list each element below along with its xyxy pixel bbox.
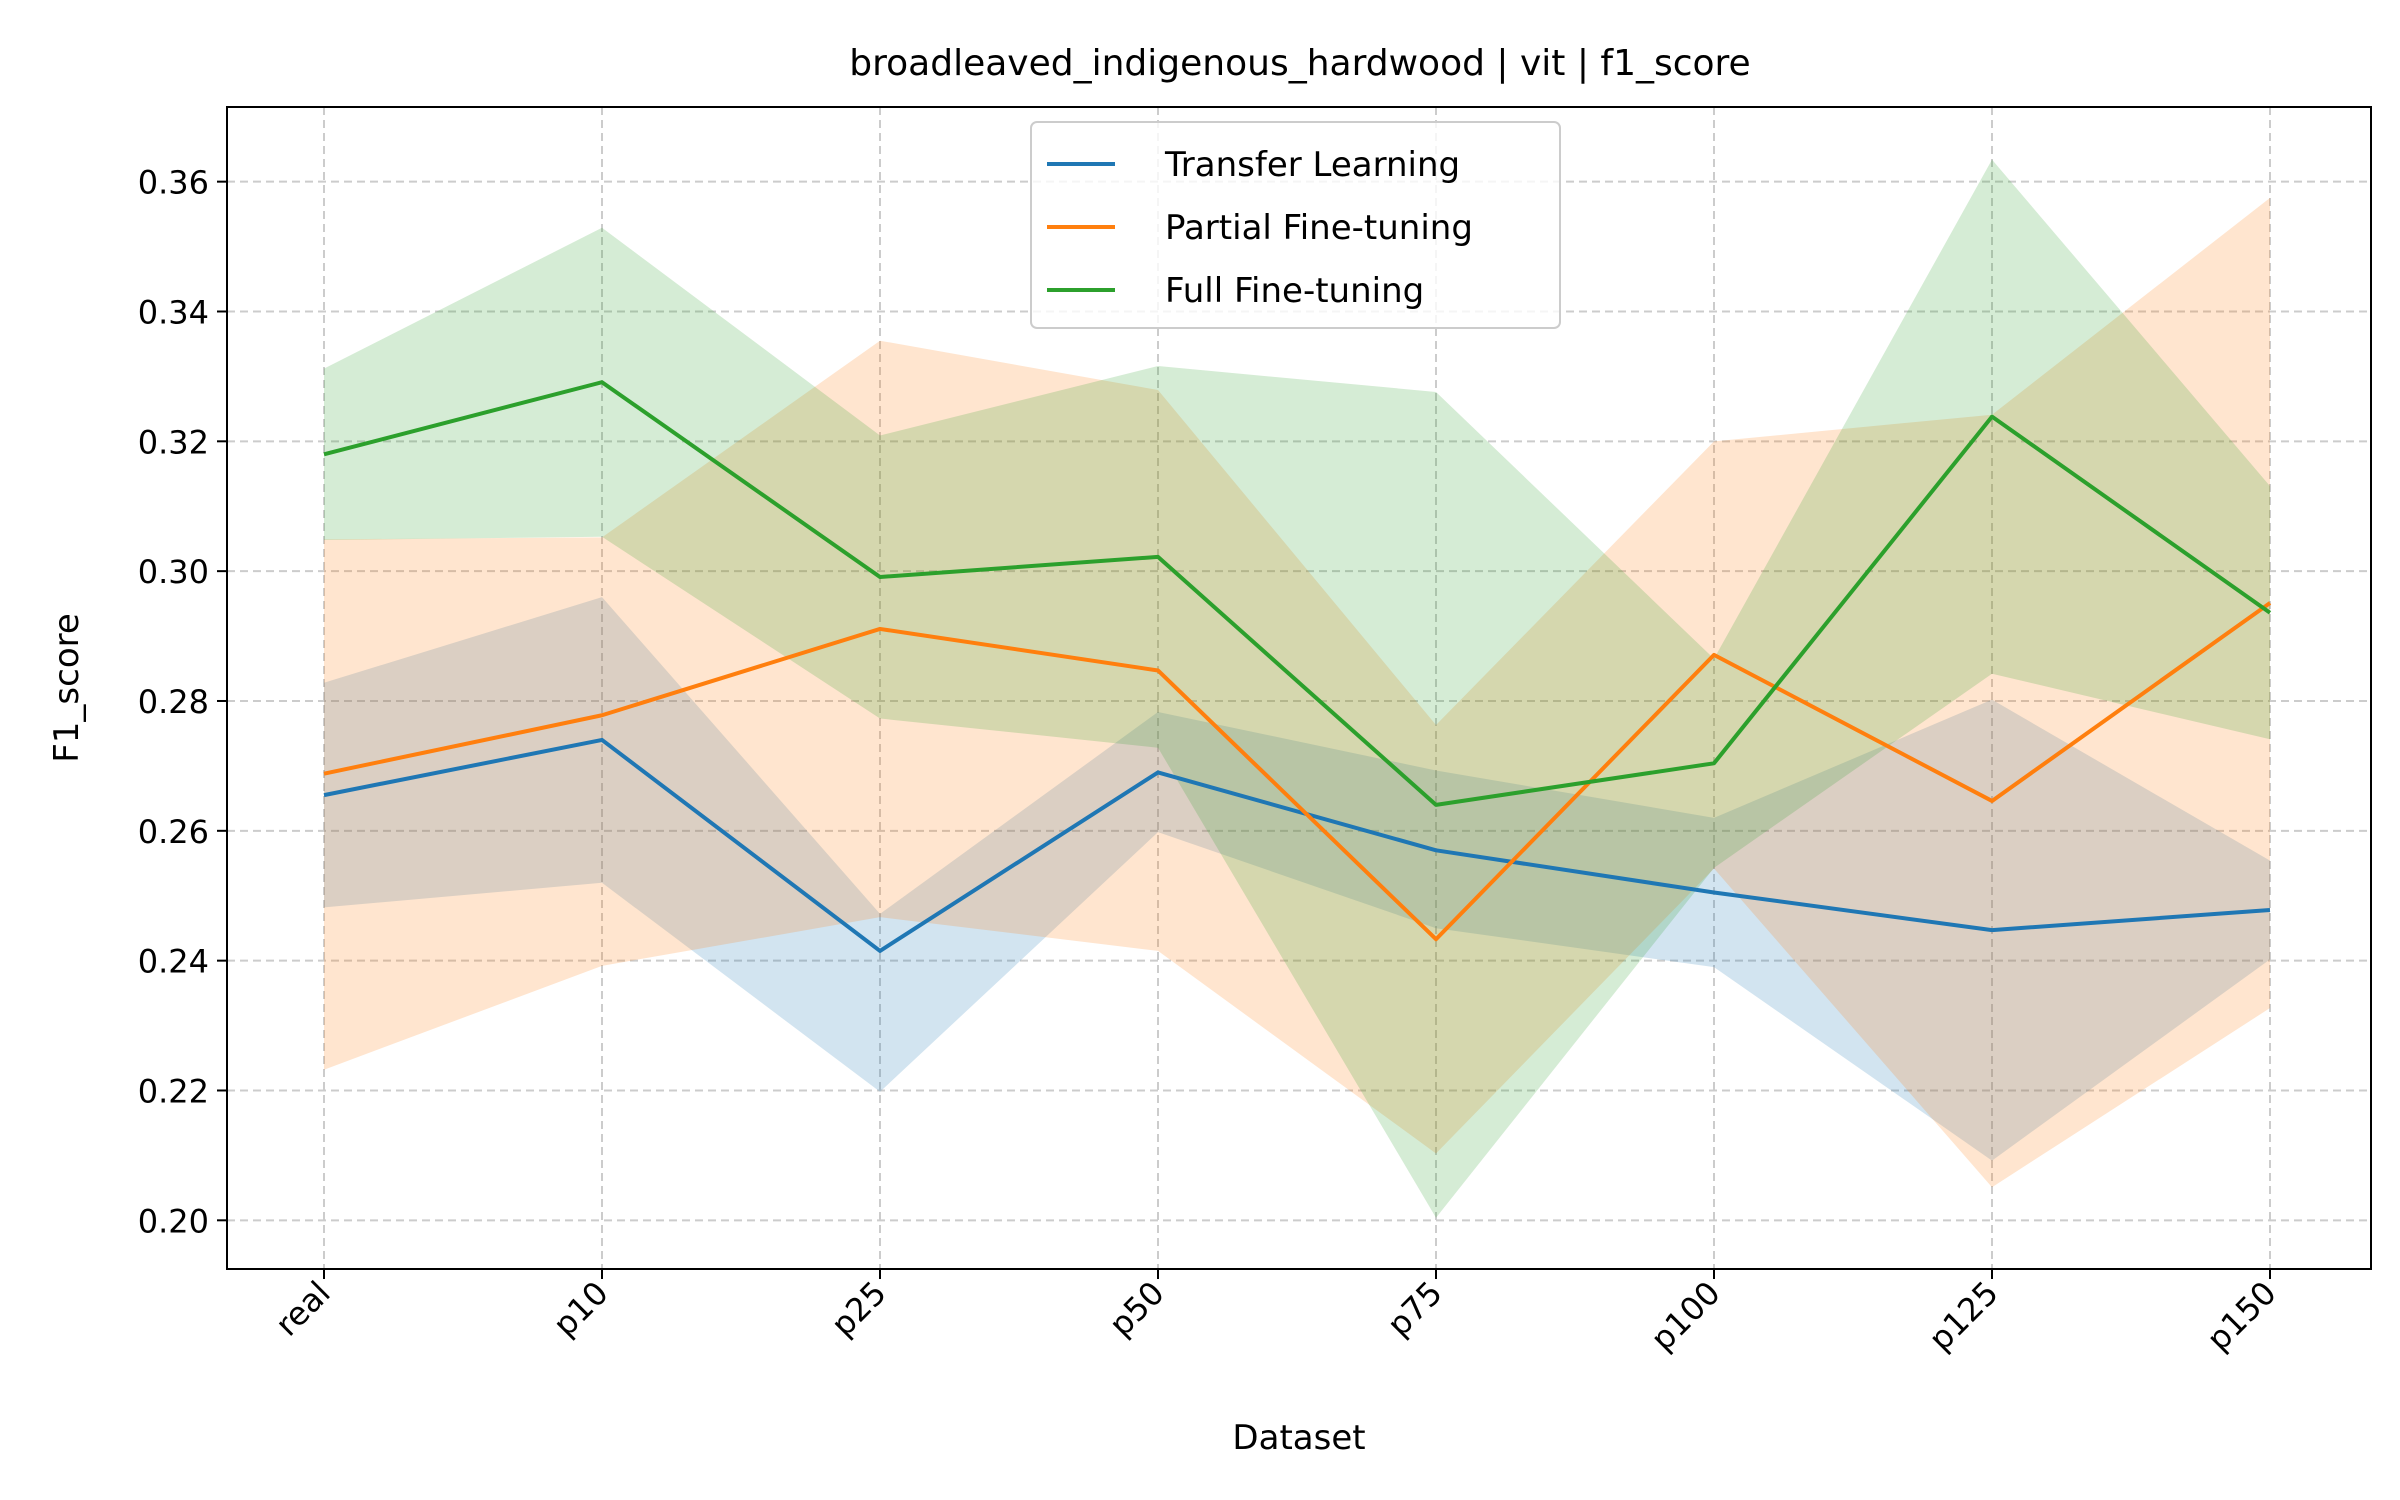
legend-box: [1030, 121, 1561, 329]
x-tick-label: p25: [824, 1274, 894, 1344]
series-line: [323, 737, 2271, 953]
y-tick-label: 0.24: [138, 943, 209, 981]
legend: Transfer Learning Partial Fine-tuning Full…: [1030, 121, 1561, 329]
x-tick-label: p150: [2199, 1274, 2283, 1358]
y-tick-label: 0.28: [138, 683, 209, 721]
plot-area-frame: [226, 106, 2372, 1270]
series-lines: [323, 380, 2272, 953]
legend-label: Transfer Learning: [1164, 145, 1460, 185]
chart-title: broadleaved_indigenous_hardwood | vit | …: [849, 43, 1750, 84]
confidence-bands: [324, 159, 2270, 1218]
y-tick-label: 0.20: [138, 1202, 209, 1240]
x-axis-ticks: real p10 p25 p50 p75 p100 p125 p150: [268, 1269, 2284, 1358]
x-axis-label: Dataset: [1232, 1418, 1365, 1458]
y-axis-label: F1_score: [47, 613, 87, 763]
series-line: [323, 601, 2272, 942]
y-tick-label: 0.30: [138, 553, 209, 591]
y-tick-label: 0.36: [138, 164, 209, 202]
x-tick-label: p125: [1921, 1274, 2005, 1358]
legend-label: Full Fine-tuning: [1165, 271, 1424, 311]
legend-label: Partial Fine-tuning: [1165, 208, 1473, 248]
y-tick-label: 0.32: [138, 423, 209, 461]
y-axis-ticks: 0.20 0.22 0.24 0.26 0.28 0.30 0.32 0.34 0.36: [138, 164, 227, 1240]
y-tick-label: 0.22: [138, 1072, 209, 1110]
x-tick-label: real: [268, 1274, 338, 1344]
x-tick-label: p50: [1102, 1274, 1172, 1344]
y-tick-label: 0.26: [138, 813, 209, 851]
y-tick-label: 0.34: [138, 293, 209, 331]
confidence-band: [324, 197, 2270, 1188]
confidence-band: [324, 597, 2270, 1161]
confidence-band: [324, 159, 2270, 1218]
x-tick-label: p100: [1643, 1274, 1727, 1358]
x-tick-label: p10: [546, 1274, 616, 1344]
series-line: [323, 380, 2272, 807]
x-tick-label: p75: [1380, 1274, 1450, 1344]
